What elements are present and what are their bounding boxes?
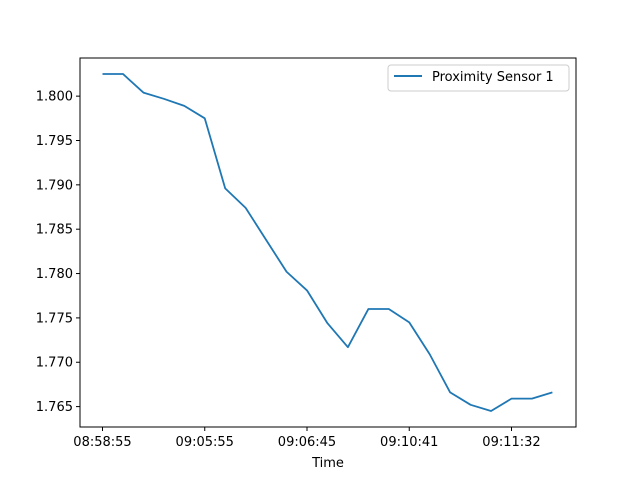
plot-area-frame [79,57,577,428]
x-tick-label: 09:06:45 [278,435,336,450]
y-axis: 1.765 1.770 1.775 1.780 1.785 1.790 1.795 1.800 [36,90,80,415]
series-line-proximity-sensor-1 [102,73,553,412]
x-tick-label: 09:10:41 [380,435,438,450]
y-tick-label: 1.765 [36,400,73,415]
y-tick-label: 1.800 [36,90,73,105]
y-tick-label: 1.795 [36,134,73,149]
y-tick-label: 1.775 [36,311,73,326]
y-tick-label: 1.785 [36,223,73,238]
y-tick-label: 1.770 [36,356,73,371]
series-layer [102,73,553,412]
x-tick-label: 09:11:32 [482,435,540,450]
x-tick-label: 08:58:55 [73,435,131,450]
legend-label: Proximity Sensor 1 [432,70,554,85]
y-tick-label: 1.780 [36,267,73,282]
legend-box [387,64,570,92]
x-axis-label: Time [311,456,344,471]
x-tick-label: 09:05:55 [176,435,234,450]
x-axis: 08:58:55 09:05:55 09:06:45 09:10:41 09:11:32 [73,427,541,450]
legend: Proximity Sensor 1 [387,64,570,92]
y-tick-label: 1.790 [36,178,73,193]
